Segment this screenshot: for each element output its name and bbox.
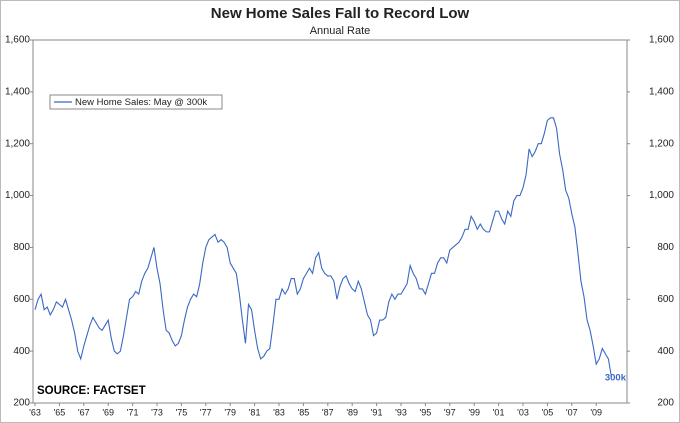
- legend-label: New Home Sales: May @ 300k: [75, 97, 207, 108]
- y-tick-label: 1,000: [649, 190, 674, 201]
- x-tick-label: '05: [542, 407, 554, 417]
- chart-subtitle: Annual Rate: [310, 25, 371, 37]
- x-tick-label: '89: [346, 407, 358, 417]
- y-tick-label: 1,200: [649, 138, 674, 149]
- y-tick-label: 1,600: [5, 35, 30, 46]
- y-tick-label: 1,200: [5, 138, 30, 149]
- y-tick-label: 1,400: [649, 86, 674, 97]
- x-tick-label: '09: [590, 407, 602, 417]
- x-tick-label: '99: [468, 407, 480, 417]
- x-tick-label: '07: [566, 407, 578, 417]
- y-tick-label: 800: [657, 242, 674, 253]
- series-line: [34, 117, 612, 378]
- x-tick-label: '73: [151, 407, 163, 417]
- chart-title: New Home Sales Fall to Record Low: [211, 5, 470, 22]
- x-tick-label: '87: [322, 407, 334, 417]
- y-tick-label: 1,000: [5, 190, 30, 201]
- x-tick-label: '63: [29, 407, 41, 417]
- x-tick-label: '77: [200, 407, 212, 417]
- y-tick-label: 400: [657, 346, 674, 357]
- x-tick-label: '81: [249, 407, 261, 417]
- x-tick-label: '79: [224, 407, 236, 417]
- x-tick-label: '91: [371, 407, 383, 417]
- x-tick-label: '71: [127, 407, 139, 417]
- x-tick-label: '03: [517, 407, 529, 417]
- y-tick-label: 600: [657, 294, 674, 305]
- y-tick-label: 400: [13, 346, 30, 357]
- y-tick-label: 200: [657, 398, 674, 409]
- legend-box: [49, 94, 223, 110]
- end-label: 300k: [605, 373, 627, 384]
- source-note: SOURCE: FACTSET: [37, 385, 146, 397]
- y-tick-label: 200: [13, 398, 30, 409]
- x-tick-label: '85: [298, 407, 310, 417]
- x-tick-label: '83: [273, 407, 285, 417]
- y-tick-label: 600: [13, 294, 30, 305]
- x-tick-label: '97: [444, 407, 456, 417]
- y-tick-label: 800: [13, 242, 30, 253]
- y-tick-label: 1,400: [5, 86, 30, 97]
- x-tick-label: '01: [493, 407, 505, 417]
- x-tick-label: '67: [78, 407, 90, 417]
- y-tick-label: 1,600: [649, 35, 674, 46]
- x-tick-label: '65: [54, 407, 66, 417]
- x-tick-label: '93: [395, 407, 407, 417]
- plot-area: [32, 39, 628, 404]
- x-tick-label: '95: [420, 407, 432, 417]
- x-tick-label: '75: [176, 407, 188, 417]
- x-tick-label: '69: [102, 407, 114, 417]
